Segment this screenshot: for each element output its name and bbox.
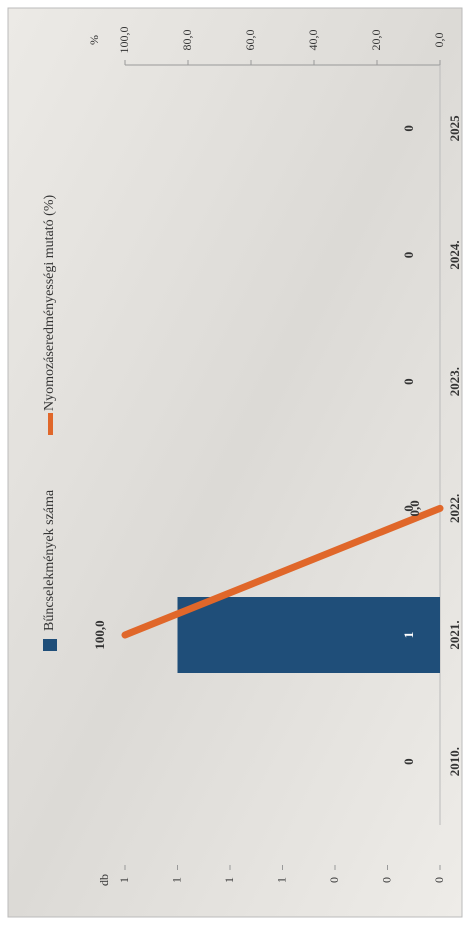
y-tick-label: 1 — [117, 877, 131, 883]
y-tick-label: 1 — [274, 877, 288, 883]
bar-value-label: 1 — [401, 632, 416, 639]
bar — [177, 597, 440, 673]
line-value-label: 100,0 — [92, 620, 107, 649]
bar-value-label: 0 — [401, 378, 416, 385]
y2-tick-label: 80,0 — [180, 30, 194, 51]
bar-value-label: 0 — [401, 758, 416, 765]
bar-value-label: 0 — [401, 125, 416, 132]
y-axis-label: db — [97, 874, 111, 886]
bar-value-label: 0 — [401, 505, 416, 512]
y-tick-label: 0 — [432, 877, 446, 883]
y2-tick-label: 100,0 — [117, 27, 131, 54]
line — [121, 504, 444, 639]
y-tick-label: 1 — [169, 877, 183, 883]
bar-value-label: 0 — [401, 252, 416, 259]
x-tick-label: 2024. — [447, 240, 462, 269]
x-tick-label: 2023. — [447, 367, 462, 396]
background — [7, 7, 463, 918]
y2-axis-label: % — [87, 35, 101, 45]
y2-tick-label: 60,0 — [243, 30, 257, 51]
y2-tick-label: 20,0 — [369, 30, 383, 51]
x-tick-label: 2021. — [447, 620, 462, 649]
x-tick-label: 2010. — [447, 747, 462, 776]
line-value-label: 0,0 — [407, 500, 422, 516]
x-tick-label: 2025 — [447, 115, 462, 142]
legend-label: Bűncselekmények száma — [42, 489, 57, 631]
y-tick-label: 0 — [379, 877, 393, 883]
legend-label: Nyomozáseredményességi mutató (%) — [42, 195, 57, 411]
legend-swatch — [43, 639, 57, 651]
legend-swatch — [48, 413, 53, 435]
x-tick-label: 2022. — [447, 494, 462, 523]
y-tick-label: 1 — [222, 877, 236, 883]
rotated-chart: db % 00011110,020,040,060,080,0100,02010… — [42, 27, 462, 887]
y-tick-label: 0 — [327, 877, 341, 883]
y2-tick-label: 40,0 — [306, 30, 320, 51]
y2-tick-label: 0,0 — [432, 33, 446, 48]
